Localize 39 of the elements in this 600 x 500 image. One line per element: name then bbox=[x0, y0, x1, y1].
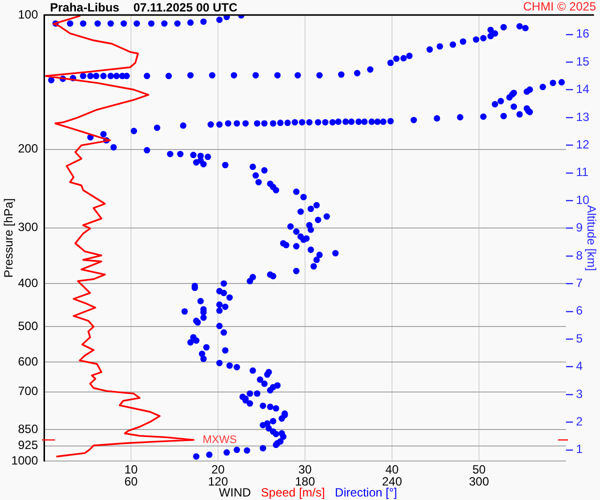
y-tick-label: 850 bbox=[18, 422, 38, 436]
y-tick-label: 700 bbox=[18, 384, 38, 398]
y-tick-label: 400 bbox=[18, 276, 38, 290]
annotation: MXWS bbox=[202, 434, 237, 446]
y-tick-label: 1000 bbox=[11, 453, 38, 468]
x2-tick-label: 60 bbox=[124, 474, 138, 488]
y2-tick-label: 13 bbox=[576, 110, 590, 124]
y-tick-label: 200 bbox=[18, 142, 38, 156]
y2-tick-label: 4 bbox=[576, 359, 583, 374]
chart-title: Praha-Libus bbox=[50, 0, 120, 14]
y2-tick-label: 3 bbox=[576, 386, 583, 401]
x-tick-label: 20 bbox=[211, 462, 225, 476]
y2-tick-label: 8 bbox=[576, 248, 583, 262]
y-tick-label: 100 bbox=[18, 7, 38, 22]
y2-tick-label: 16 bbox=[576, 26, 590, 41]
y2-axis-title: Altitude [km] bbox=[584, 204, 598, 272]
y2-tick-label: 7 bbox=[576, 276, 583, 290]
y-tick-label: 300 bbox=[18, 220, 38, 234]
x-tick-label: 40 bbox=[385, 462, 399, 476]
x-tick-label: 10 bbox=[124, 462, 138, 476]
chart-subtitle: 07.11.2025 00 UTC bbox=[133, 0, 238, 14]
y2-tick-label: 9 bbox=[576, 220, 583, 235]
x2-tick-label: 300 bbox=[468, 474, 490, 488]
x-tick-label: 30 bbox=[298, 462, 312, 476]
y2-tick-label: 11 bbox=[576, 165, 589, 180]
y-axis-title: Pressure [hPa] bbox=[2, 198, 16, 278]
y2-tick-label: 14 bbox=[576, 82, 590, 96]
y2-tick-label: 10 bbox=[576, 192, 590, 207]
y2-tick-label: 6 bbox=[576, 304, 583, 318]
text: CHMI © 2025 bbox=[523, 0, 596, 14]
y-tick-label: 500 bbox=[18, 319, 38, 334]
y-tick-label: 600 bbox=[18, 354, 38, 368]
x-tick-label: 50 bbox=[472, 462, 486, 476]
y2-tick-label: 5 bbox=[576, 331, 583, 346]
y2-tick-label: 12 bbox=[576, 138, 590, 152]
y2-tick-label: 2 bbox=[576, 414, 583, 429]
y2-tick-label: 1 bbox=[576, 442, 583, 456]
y2-tick-label: 15 bbox=[576, 54, 590, 68]
y-tick-label: 925 bbox=[18, 438, 38, 452]
